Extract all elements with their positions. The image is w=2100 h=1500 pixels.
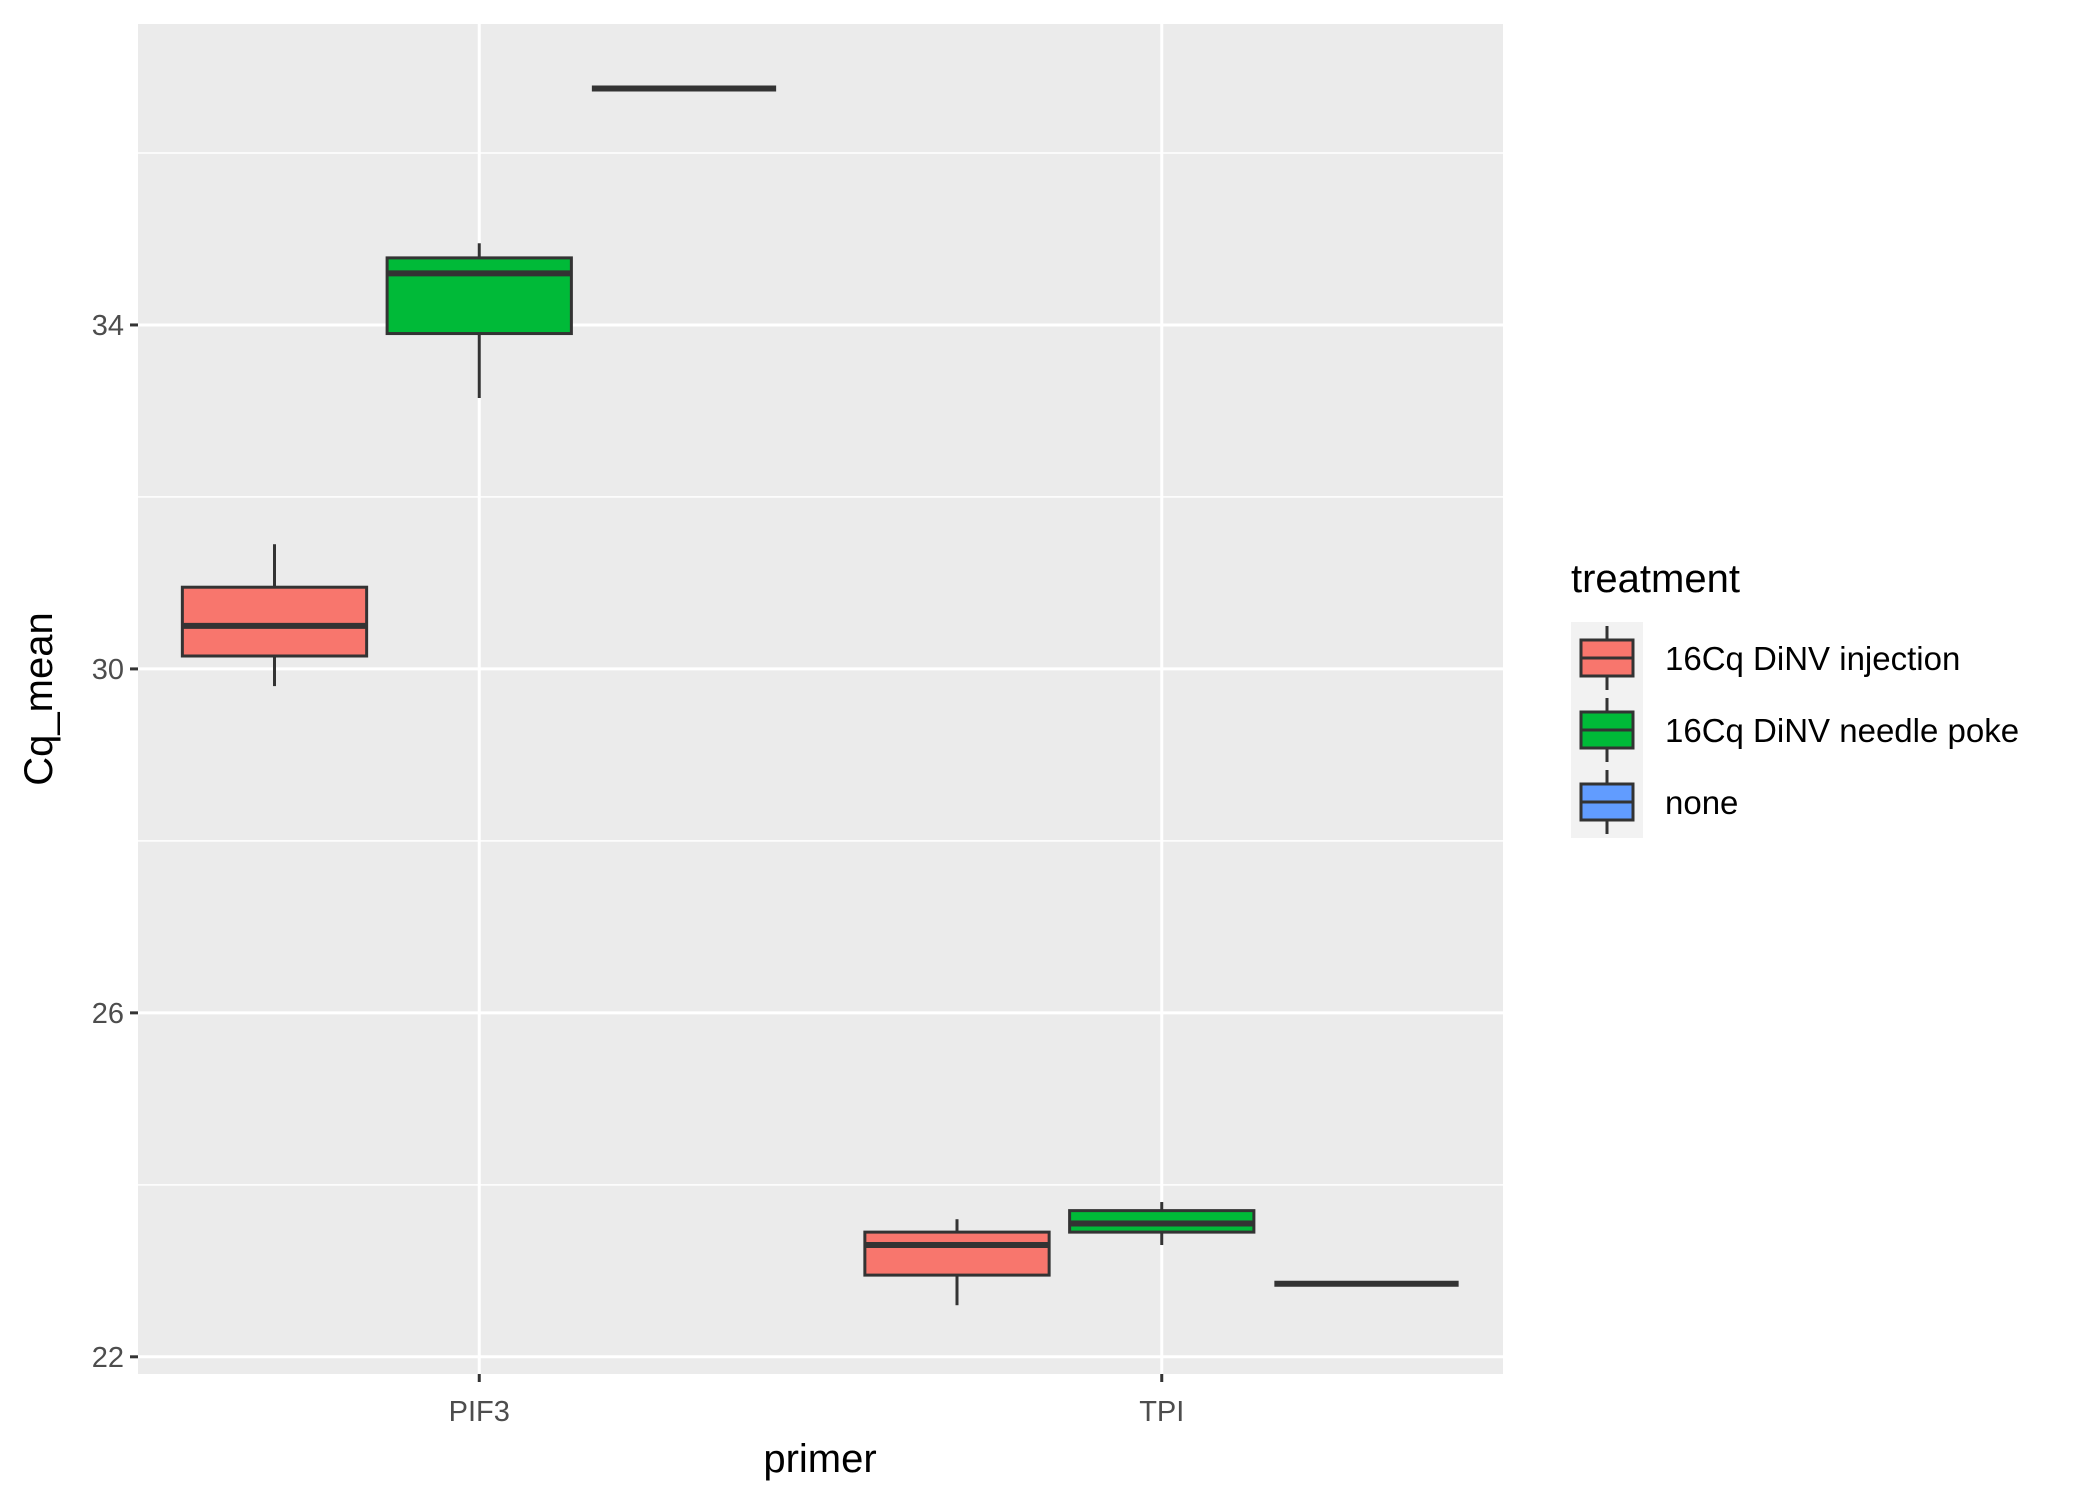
box-16cq-dinv-injection-tpi bbox=[863, 1219, 1051, 1306]
box-body bbox=[180, 585, 369, 658]
legend-title: treatment bbox=[1571, 557, 1740, 601]
y-axis: 22 26 30 34 bbox=[92, 310, 138, 1374]
grid-minor bbox=[138, 152, 1503, 1186]
box-body bbox=[863, 1230, 1051, 1277]
y-tick-label: 22 bbox=[92, 1342, 124, 1374]
y-tick-label: 26 bbox=[92, 998, 124, 1030]
box-16cq-dinv-injection-pif3 bbox=[180, 544, 369, 687]
legend-item: 16Cq DiNV injection bbox=[1571, 622, 1960, 694]
legend-label: 16Cq DiNV injection bbox=[1665, 640, 1960, 677]
legend-label: 16Cq DiNV needle poke bbox=[1665, 712, 2019, 749]
y-axis-title: Cq_mean bbox=[17, 612, 61, 785]
box-16cq-dinv-needle-poke-pif3 bbox=[385, 243, 573, 399]
box-16cq-dinv-needle-poke-tpi bbox=[1068, 1202, 1256, 1246]
x-axis: PIF3 TPI bbox=[449, 1374, 1184, 1428]
boxes bbox=[180, 85, 1459, 1306]
legend-label: none bbox=[1665, 784, 1738, 821]
x-tick-label: TPI bbox=[1139, 1396, 1184, 1428]
y-tick-label: 34 bbox=[92, 310, 124, 342]
legend: treatment 16Cq DiNV injection 16Cq DiNV n… bbox=[1571, 557, 2019, 838]
x-tick-label: PIF3 bbox=[449, 1396, 510, 1428]
x-axis-title: primer bbox=[763, 1437, 876, 1481]
y-tick-label: 30 bbox=[92, 654, 124, 686]
box-body bbox=[385, 256, 573, 336]
panel-background bbox=[138, 24, 1503, 1374]
legend-item: none bbox=[1571, 766, 1738, 838]
legend-item: 16Cq DiNV needle poke bbox=[1571, 694, 2019, 766]
grid-major bbox=[138, 24, 1503, 1374]
